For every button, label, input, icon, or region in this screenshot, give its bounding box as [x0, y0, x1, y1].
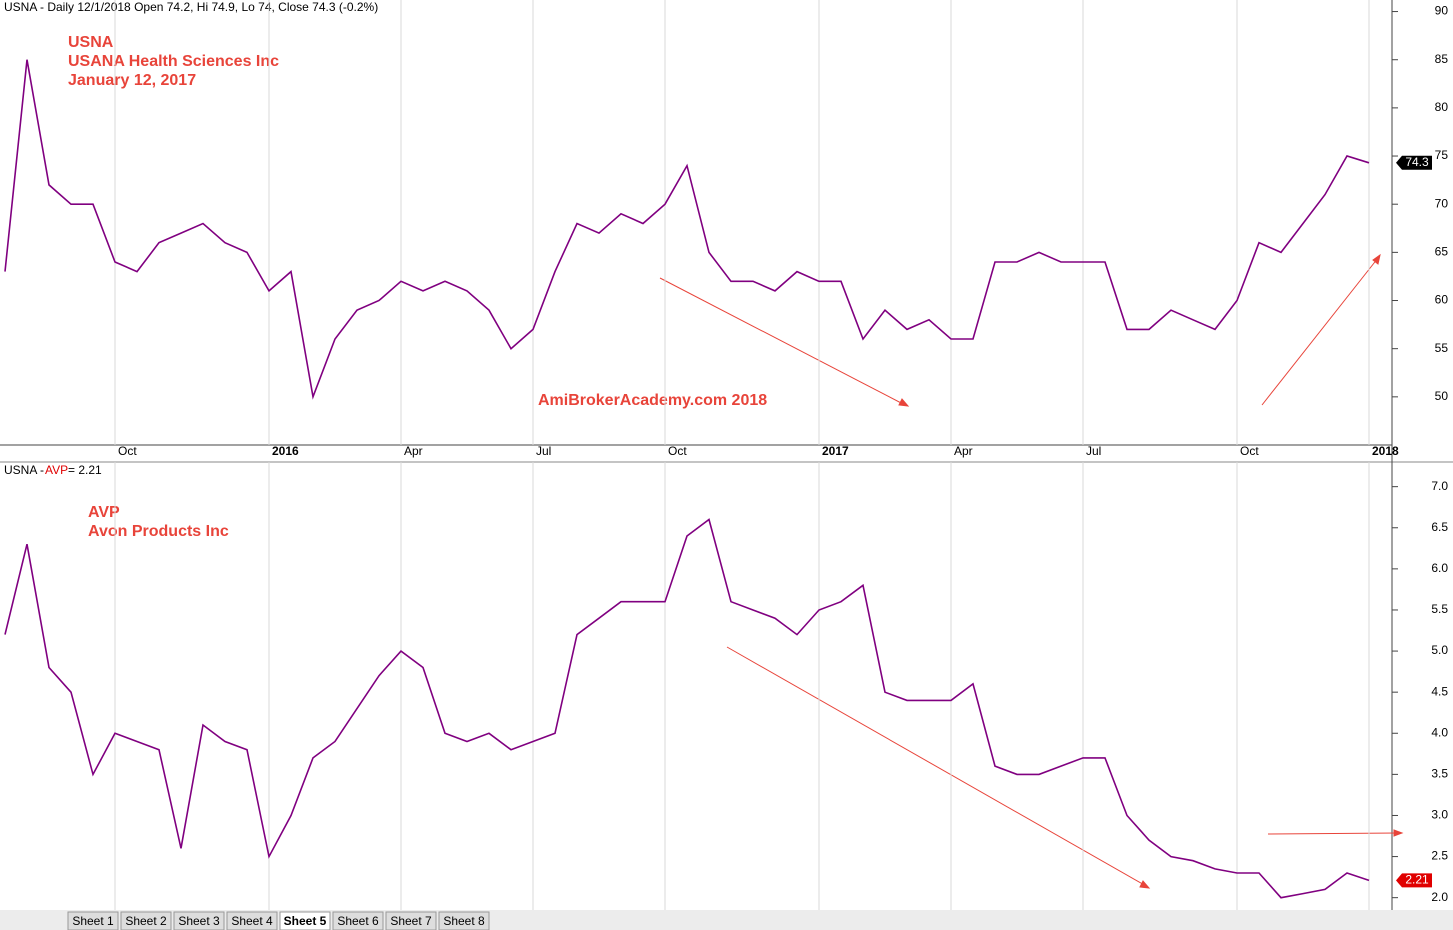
- y-tick-label: 4.0: [1431, 725, 1448, 739]
- y-tick-label: 3.0: [1431, 808, 1448, 822]
- x-tick-label: Oct: [118, 444, 137, 458]
- last-price-tag: [1396, 155, 1432, 170]
- sheet-tab-label[interactable]: Sheet 8: [443, 914, 485, 928]
- chart-title: AVP: [45, 463, 68, 477]
- last-price-label: 74.3: [1405, 155, 1429, 169]
- y-tick-label: 70: [1435, 196, 1449, 210]
- y-tick-label: 55: [1435, 341, 1449, 355]
- sheet-tab-label[interactable]: Sheet 5: [284, 914, 327, 928]
- y-tick-label: 7.0: [1431, 479, 1448, 493]
- y-tick-label: 75: [1435, 148, 1449, 162]
- sheet-tab[interactable]: [332, 911, 384, 930]
- x-tick-label: 2016: [272, 444, 299, 458]
- annotation: Avon Products Inc: [88, 523, 229, 540]
- sheet-tab[interactable]: [438, 911, 490, 930]
- y-tick-label: 85: [1435, 52, 1449, 66]
- y-tick-label: 60: [1435, 293, 1449, 307]
- y-tick-label: 2.5: [1431, 849, 1448, 863]
- watermark: AmiBrokerAcademy.com 2018: [538, 392, 767, 409]
- annotation: January 12, 2017: [68, 72, 196, 89]
- x-tick-label: Apr: [954, 444, 973, 458]
- y-tick-label: 80: [1435, 100, 1449, 114]
- x-tick-label: 2017: [822, 444, 849, 458]
- x-tick-label: 2018: [1372, 444, 1399, 458]
- x-tick-label: Jul: [1086, 444, 1101, 458]
- sheet-tab[interactable]: [120, 911, 172, 930]
- sheet-tab-label[interactable]: Sheet 4: [231, 914, 273, 928]
- sheet-tab-label[interactable]: Sheet 7: [390, 914, 432, 928]
- sheet-tab-label[interactable]: Sheet 2: [125, 914, 167, 928]
- y-tick-label: 50: [1435, 389, 1449, 403]
- y-tick-label: 4.5: [1431, 684, 1448, 698]
- price-line: [4, 518, 1370, 899]
- y-tick-label: 2.0: [1431, 890, 1448, 904]
- last-price-tag: [1396, 873, 1432, 888]
- sheet-tab[interactable]: [226, 911, 278, 930]
- sheet-tab[interactable]: [279, 911, 331, 930]
- annotation: USANA Health Sciences Inc: [68, 53, 279, 70]
- sheet-tab-label[interactable]: Sheet 1: [72, 914, 114, 928]
- y-tick-label: 5.0: [1431, 643, 1448, 657]
- sheet-tab[interactable]: [385, 911, 437, 930]
- x-tick-label: Oct: [668, 444, 687, 458]
- y-tick-label: 90: [1435, 4, 1449, 18]
- arrows: [659, 253, 1404, 889]
- sheet-tab[interactable]: [67, 911, 119, 930]
- sheet-tab[interactable]: [173, 911, 225, 930]
- y-tick-label: 5.5: [1431, 602, 1448, 616]
- annotation: AVP: [88, 504, 120, 521]
- y-tick-label: 3.5: [1431, 767, 1448, 781]
- x-tick-label: Jul: [536, 444, 551, 458]
- last-price-label: 2.21: [1405, 873, 1429, 887]
- chart-title: USNA - Daily 12/1/2018 Open 74.2, Hi 74.…: [4, 0, 378, 14]
- y-tick-label: 65: [1435, 245, 1449, 259]
- sheet-tab-label[interactable]: Sheet 6: [337, 914, 379, 928]
- annotation: USNA: [68, 34, 114, 51]
- chart-title: = 2.21: [68, 463, 102, 477]
- sheet-tab-label[interactable]: Sheet 3: [178, 914, 220, 928]
- y-tick-label: 6.0: [1431, 561, 1448, 575]
- x-tick-label: Apr: [404, 444, 423, 458]
- chart-title: USNA -: [4, 463, 44, 477]
- price-line: [4, 59, 1370, 400]
- y-tick-label: 6.5: [1431, 520, 1448, 534]
- x-tick-label: Oct: [1240, 444, 1259, 458]
